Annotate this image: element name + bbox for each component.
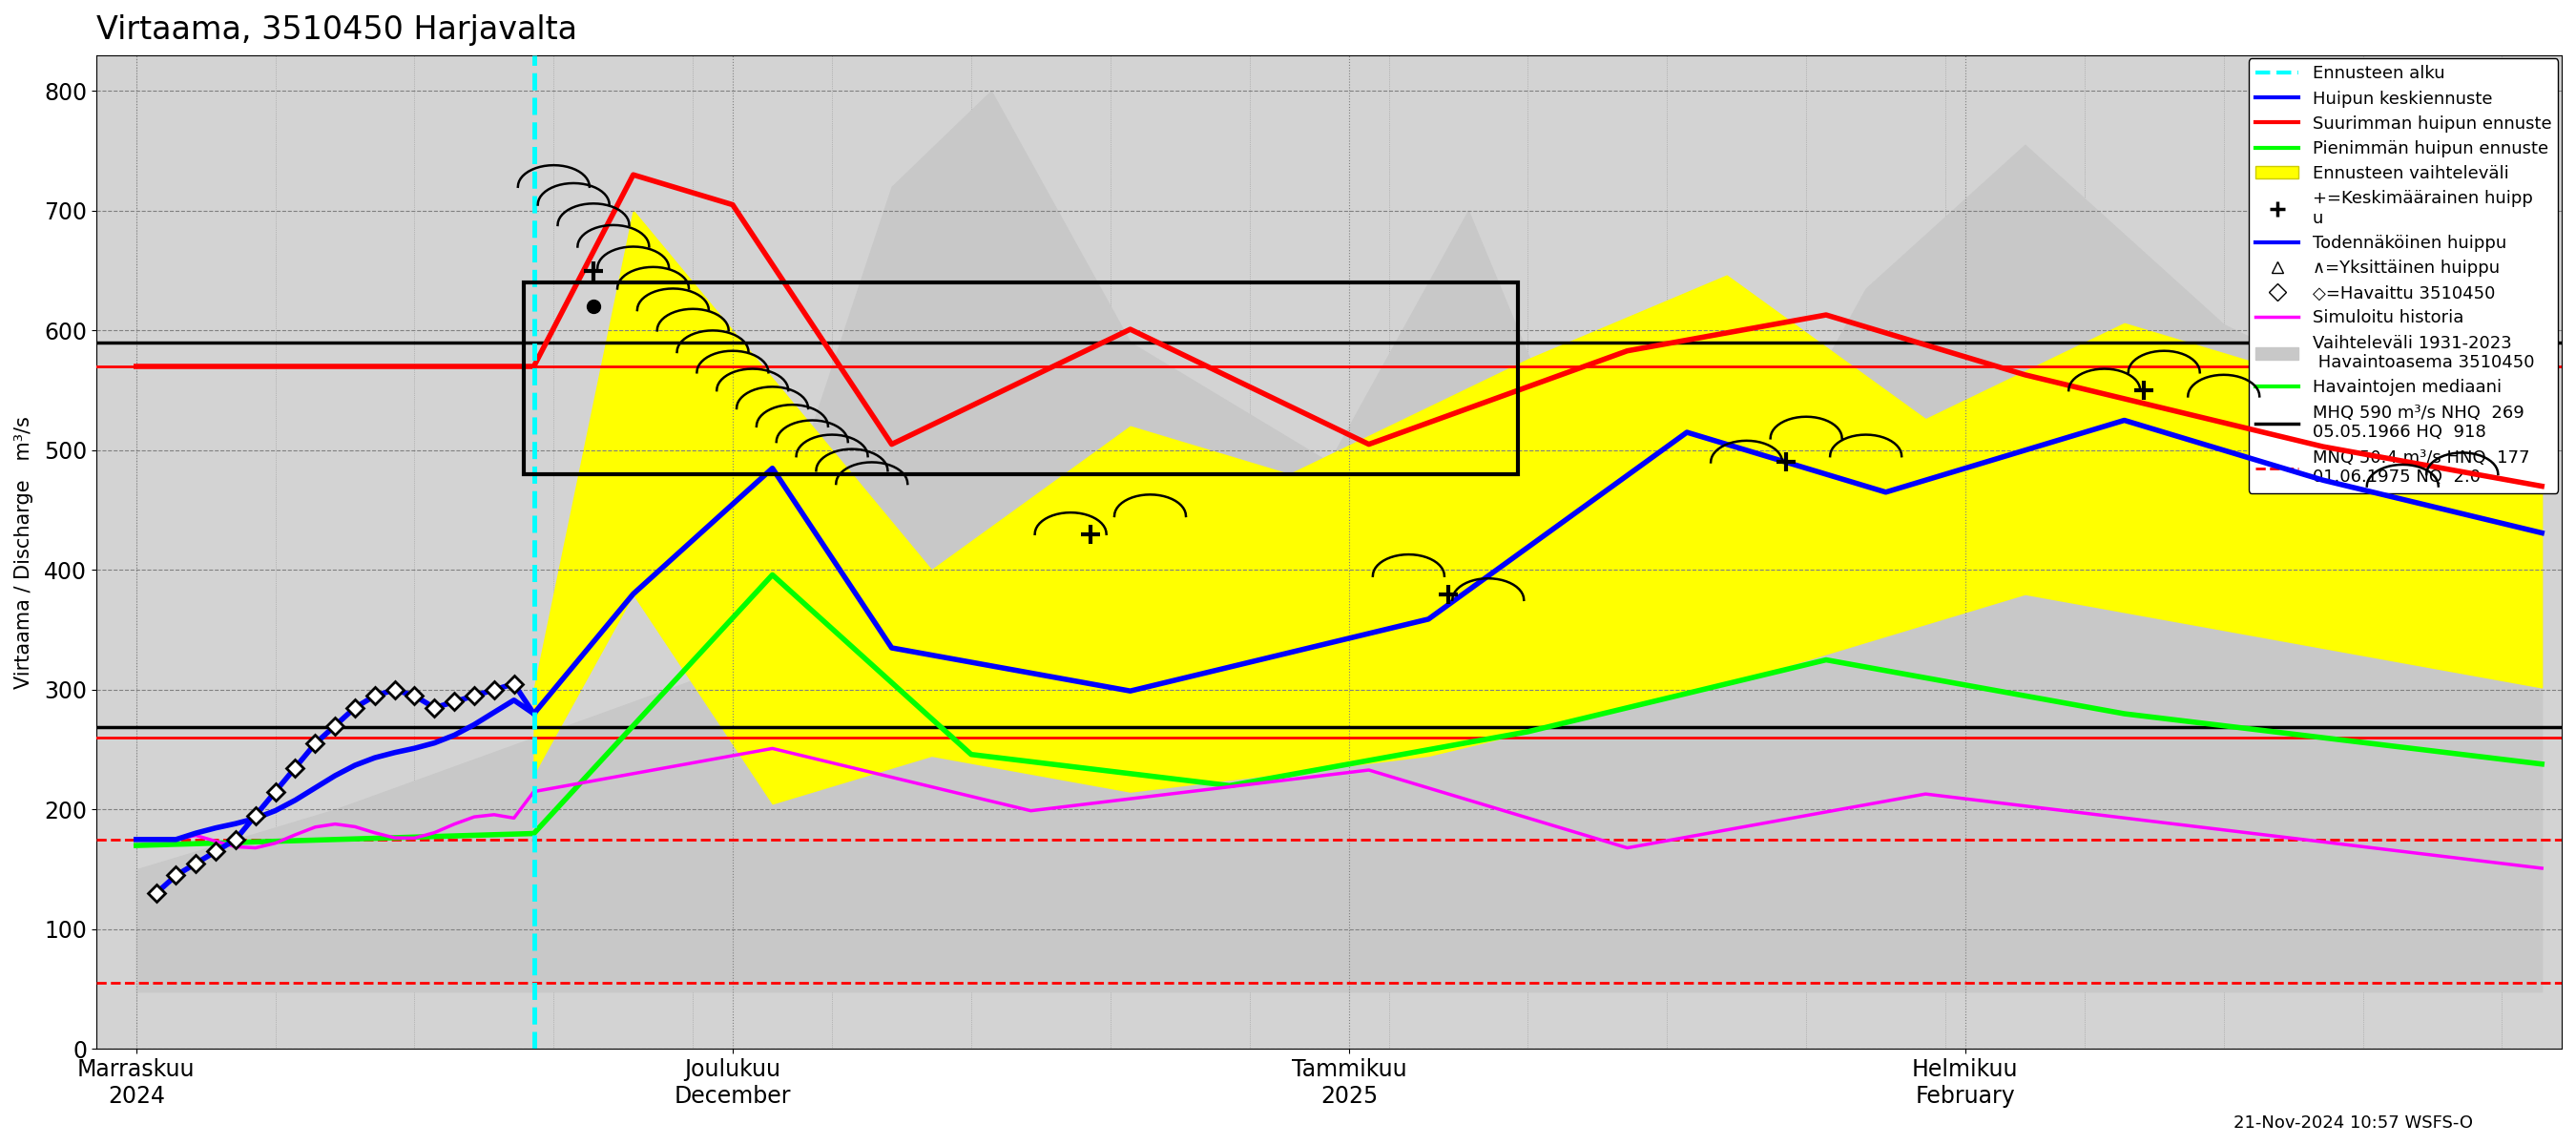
Text: 21-Nov-2024 10:57 WSFS-O: 21-Nov-2024 10:57 WSFS-O <box>2233 1114 2473 1131</box>
Y-axis label: Virtaama / Discharge   m³/s: Virtaama / Discharge m³/s <box>15 416 33 688</box>
Text: Virtaama, 3510450 Harjavalta: Virtaama, 3510450 Harjavalta <box>95 14 577 46</box>
Legend: Ennusteen alku, Huipun keskiennuste, Suurimman huipun ennuste, Pienimmän huipun : Ennusteen alku, Huipun keskiennuste, Suu… <box>2249 58 2558 492</box>
Bar <box>523 283 1517 474</box>
